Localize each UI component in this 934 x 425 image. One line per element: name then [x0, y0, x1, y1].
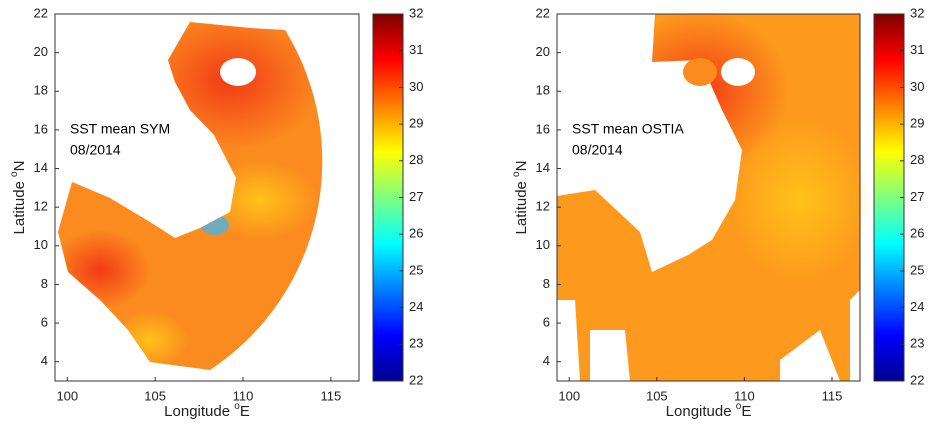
- colorbar: [873, 13, 905, 382]
- x-tick-label: 105: [646, 388, 668, 403]
- y-tick-label: 12: [536, 199, 550, 214]
- superscript: o: [234, 401, 240, 412]
- y-tick-label: 16: [34, 121, 48, 136]
- y-tick-label: 10: [34, 237, 48, 252]
- y-tick-label: 18: [34, 83, 48, 98]
- label-part: E: [741, 403, 751, 420]
- label-part: N: [11, 161, 28, 172]
- colorbar-tick-label: 31: [409, 42, 423, 57]
- colorbar-tick-label: 31: [910, 42, 924, 57]
- colorbar-tick-label: 22: [409, 372, 423, 387]
- superscript: o: [511, 171, 522, 177]
- label-part: Latitude: [513, 177, 530, 235]
- label-part: E: [240, 403, 250, 420]
- y-tick-label: 6: [41, 314, 48, 329]
- y-tick-label: 20: [34, 44, 48, 59]
- label-part: Longitude: [164, 403, 234, 420]
- colorbar-tick-label: 28: [910, 152, 924, 167]
- colorbar-tick-label: 28: [409, 152, 423, 167]
- x-tick-label: 115: [321, 388, 342, 403]
- colorbar-tick-label: 29: [910, 116, 924, 131]
- colorbar-tick-label: 32: [409, 5, 423, 20]
- y-tick-label: 22: [536, 5, 550, 20]
- colorbar-tick-label: 26: [409, 226, 423, 241]
- island: [220, 58, 256, 86]
- x-tick-label: 100: [558, 388, 580, 403]
- colorbar-tick-label: 30: [910, 79, 924, 94]
- colorbar-tick-label: 22: [910, 372, 924, 387]
- colorbar-tick-label: 24: [910, 299, 924, 314]
- x-tick-label: 100: [56, 388, 78, 403]
- y-tick-label: 8: [41, 276, 48, 291]
- sst-field: [557, 10, 870, 381]
- y-tick-label: 16: [536, 121, 550, 136]
- axes-frame: [54, 13, 360, 382]
- x-tick-label: 115: [822, 388, 843, 403]
- colorbar-tick-label: 32: [910, 5, 924, 20]
- y-tick-label: 4: [41, 353, 48, 368]
- annotation: SST mean OSTIA: [572, 121, 684, 137]
- annotation: SST mean SYM: [70, 121, 170, 137]
- colorbar-tick-label: 26: [910, 226, 924, 241]
- colorbar-tick-label: 27: [409, 189, 423, 204]
- axes-frame: [556, 13, 861, 382]
- y-tick-label: 14: [536, 160, 550, 175]
- x-tick-label: 110: [734, 388, 755, 403]
- y-tick-label: 18: [536, 83, 550, 98]
- y-tick-label: 6: [543, 314, 550, 329]
- colorbar-tick-label: 23: [409, 336, 423, 351]
- y-tick-label: 4: [543, 353, 550, 368]
- y-tick-label: 12: [34, 199, 48, 214]
- sst-field: [58, 22, 323, 370]
- colorbar-tick-label: 30: [409, 79, 423, 94]
- y-tick-label: 20: [536, 44, 550, 59]
- colorbar-tick-label: 24: [409, 299, 423, 314]
- superscript: o: [736, 401, 742, 412]
- label-part: Latitude: [11, 177, 28, 235]
- x-tick-label: 110: [233, 388, 254, 403]
- axis-label: Longitude oE: [164, 401, 250, 420]
- axis-label: Longitude oE: [666, 401, 752, 420]
- y-tick-label: 14: [34, 160, 48, 175]
- colorbar-tick-label: 25: [910, 262, 924, 277]
- x-tick-label: 105: [144, 388, 166, 403]
- y-tick-label: 10: [536, 237, 550, 252]
- y-tick-label: 8: [543, 276, 550, 291]
- colorbar-tick-label: 29: [409, 116, 423, 131]
- annotation: 08/2014: [70, 142, 121, 158]
- axis-label: Latitude oN: [9, 161, 28, 235]
- colorbar: [372, 13, 404, 382]
- superscript: o: [9, 171, 20, 177]
- axis-label: Latitude oN: [511, 161, 530, 235]
- y-tick-label: 22: [34, 5, 48, 20]
- colorbar-tick-label: 23: [910, 336, 924, 351]
- colorbar-tick-label: 27: [910, 189, 924, 204]
- annotation: 08/2014: [572, 142, 623, 158]
- colorbar-tick-label: 25: [409, 262, 423, 277]
- label-part: Longitude: [666, 403, 736, 420]
- label-part: N: [513, 161, 530, 172]
